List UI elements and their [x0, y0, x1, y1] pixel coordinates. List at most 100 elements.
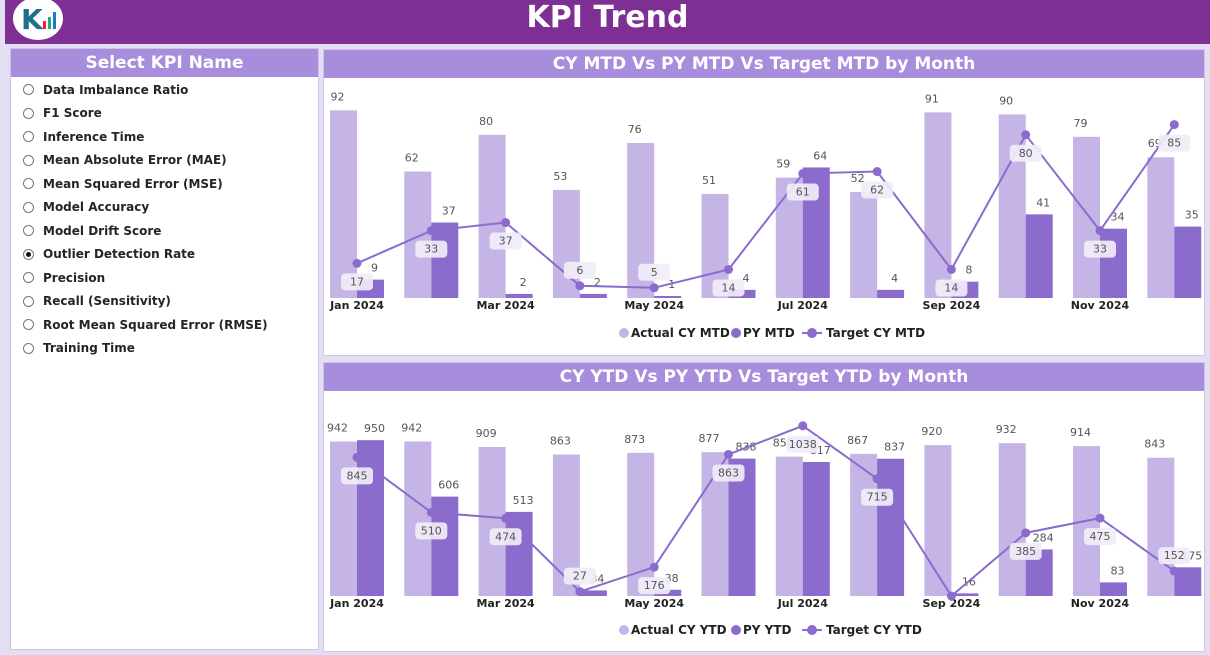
legend-target-label: Target CY YTD	[826, 623, 922, 637]
radio-button[interactable]	[23, 201, 34, 213]
py-data-label: 9	[371, 262, 378, 275]
kpi-option[interactable]: Mean Absolute Error (MAE)	[11, 149, 318, 173]
target-point	[1021, 130, 1031, 140]
target-point	[575, 587, 585, 597]
x-tick-label: Nov 2024	[1071, 597, 1130, 610]
actual-bar	[478, 446, 506, 596]
actual-bar	[552, 189, 580, 298]
py-bar	[431, 222, 459, 298]
kpi-option-label: Training Time	[43, 341, 135, 356]
actual-data-label: 867	[847, 434, 868, 447]
radio-button[interactable]	[23, 295, 34, 307]
actual-bar	[775, 456, 803, 596]
py-bar	[357, 440, 384, 596]
py-data-label: 284	[1033, 531, 1054, 544]
radio-button[interactable]	[23, 84, 34, 96]
target-data-label: 37	[499, 235, 513, 248]
radio-button[interactable]	[23, 131, 34, 143]
py-data-label: 2	[594, 276, 601, 289]
header-bar: K KPI Trend	[5, 0, 1210, 44]
actual-data-label: 53	[553, 170, 567, 183]
target-data-label: 62	[870, 184, 884, 197]
py-data-label: 606	[438, 479, 459, 492]
actual-data-label: 91	[925, 92, 939, 105]
radio-button[interactable]	[23, 225, 34, 237]
py-data-label: 41	[1036, 196, 1050, 209]
kpi-option[interactable]: Recall (Sensitivity)	[11, 290, 318, 314]
target-point	[872, 474, 882, 484]
target-data-label: 14	[722, 281, 736, 294]
target-label-box	[712, 279, 745, 297]
actual-bar	[924, 445, 952, 596]
py-bar	[728, 458, 756, 596]
legend-actual-label: Actual CY MTD	[631, 326, 730, 340]
target-data-label: 1038	[789, 438, 817, 451]
target-label-box	[563, 567, 596, 585]
legend-py-marker	[731, 328, 741, 338]
mtd-chart-panel: CY MTD Vs PY MTD Vs Target MTD by Month …	[323, 49, 1205, 356]
target-data-label: 715	[867, 491, 888, 504]
kpi-option[interactable]: Mean Squared Error (MSE)	[11, 172, 318, 196]
legend-actual-marker	[619, 328, 629, 338]
py-bar	[1025, 214, 1053, 298]
py-bar	[877, 289, 905, 298]
py-data-label: 37	[442, 205, 456, 218]
kpi-option[interactable]: Training Time	[11, 337, 318, 361]
radio-button[interactable]	[23, 342, 34, 354]
actual-bar	[404, 441, 432, 596]
target-point	[426, 507, 436, 517]
kpi-option-label: Model Accuracy	[43, 200, 150, 215]
py-bar	[505, 511, 533, 596]
py-data-label: 8	[965, 264, 972, 277]
target-label-box	[341, 273, 373, 291]
py-bar	[802, 462, 830, 596]
target-point	[352, 452, 362, 462]
kpi-option-label: Recall (Sensitivity)	[43, 294, 171, 309]
py-bar	[505, 293, 533, 298]
target-label-box	[415, 522, 448, 540]
target-point	[798, 169, 808, 179]
actual-data-label: 873	[624, 433, 645, 446]
legend-target-marker	[807, 625, 817, 635]
kpi-option[interactable]: Data Imbalance Ratio	[11, 78, 318, 102]
py-bar	[654, 295, 682, 298]
actual-data-label: 76	[628, 123, 642, 136]
kpi-option[interactable]: Model Drift Score	[11, 219, 318, 243]
target-point	[1169, 566, 1179, 576]
kpi-option[interactable]: Root Mean Squared Error (RMSE)	[11, 313, 318, 337]
target-data-label: 80	[1019, 147, 1033, 160]
kpi-option[interactable]: Model Accuracy	[11, 196, 318, 220]
actual-data-label: 914	[1070, 426, 1091, 439]
actual-data-label: 90	[999, 94, 1013, 107]
legend-target-marker	[807, 328, 817, 338]
radio-button[interactable]	[23, 178, 34, 190]
radio-button[interactable]	[23, 107, 34, 119]
radio-button[interactable]	[23, 154, 34, 166]
kpi-option-label: Precision	[43, 270, 106, 285]
kpi-option-label: Outlier Detection Rate	[43, 247, 196, 262]
target-label-box	[1009, 144, 1042, 162]
kpi-option[interactable]: F1 Score	[11, 102, 318, 126]
target-label-box	[786, 183, 819, 201]
kpi-option[interactable]: Precision	[11, 266, 318, 290]
target-label-box	[1009, 542, 1042, 560]
kpi-option[interactable]: Outlier Detection Rate	[11, 243, 318, 267]
kpi-option[interactable]: Inference Time	[11, 125, 318, 149]
radio-button[interactable]	[23, 319, 34, 331]
target-data-label: 17	[350, 275, 364, 288]
actual-data-label: 51	[702, 174, 716, 187]
radio-button[interactable]	[23, 248, 34, 260]
x-tick-label: Sep 2024	[923, 597, 981, 610]
radio-button[interactable]	[23, 272, 34, 284]
target-label-box	[489, 232, 522, 250]
kpi-option-label: Root Mean Squared Error (RMSE)	[43, 317, 268, 332]
target-data-label: 474	[495, 530, 516, 543]
py-data-label: 2	[520, 276, 527, 289]
actual-bar	[998, 443, 1026, 596]
py-data-label: 950	[364, 422, 385, 435]
page-title: KPI Trend	[526, 0, 689, 35]
x-tick-label: Jul 2024	[777, 597, 828, 610]
kpi-option-label: Model Drift Score	[43, 223, 162, 238]
target-data-label: 863	[718, 466, 739, 479]
